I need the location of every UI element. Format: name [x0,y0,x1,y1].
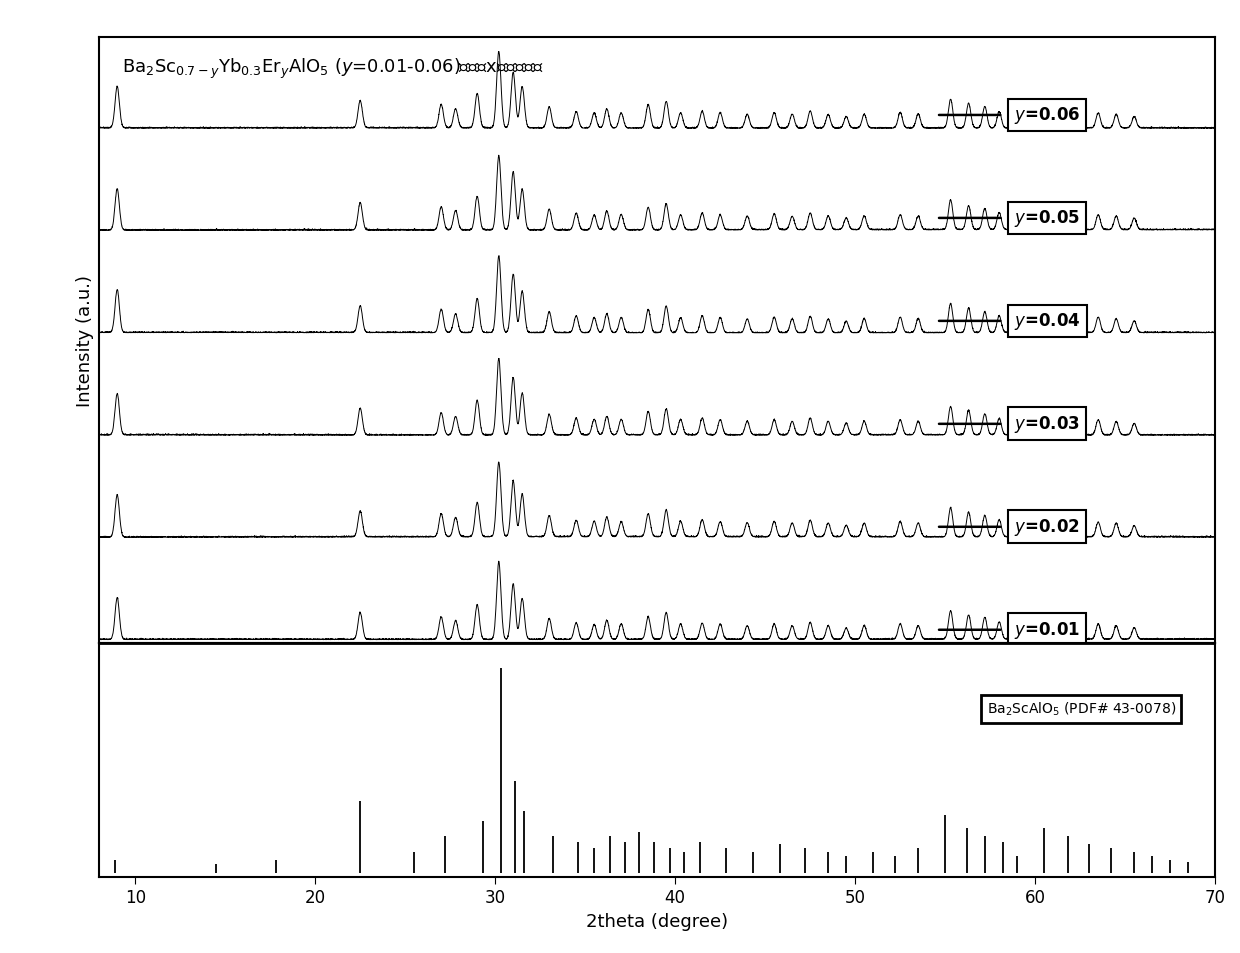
Text: $y$=0.03: $y$=0.03 [1014,414,1080,435]
X-axis label: 2theta (degree): 2theta (degree) [587,912,728,930]
Y-axis label: Intensity (a.u.): Intensity (a.u.) [76,275,94,407]
Text: $y$=0.01: $y$=0.01 [1014,619,1080,640]
Text: $y$=0.06: $y$=0.06 [1014,106,1080,127]
Text: Ba$_2$Sc$_{0.7-y}$Yb$_{0.3}$Er$_y$AlO$_5$ ($y$=0.01-0.06)系列的x射线衍射谱: Ba$_2$Sc$_{0.7-y}$Yb$_{0.3}$Er$_y$AlO$_5… [122,56,543,80]
Text: Ba$_2$ScAlO$_5$ (PDF# 43-0078): Ba$_2$ScAlO$_5$ (PDF# 43-0078) [987,700,1176,718]
Text: $y$=0.02: $y$=0.02 [1014,517,1080,537]
Text: $y$=0.05: $y$=0.05 [1014,208,1080,229]
Text: $y$=0.04: $y$=0.04 [1014,311,1081,332]
